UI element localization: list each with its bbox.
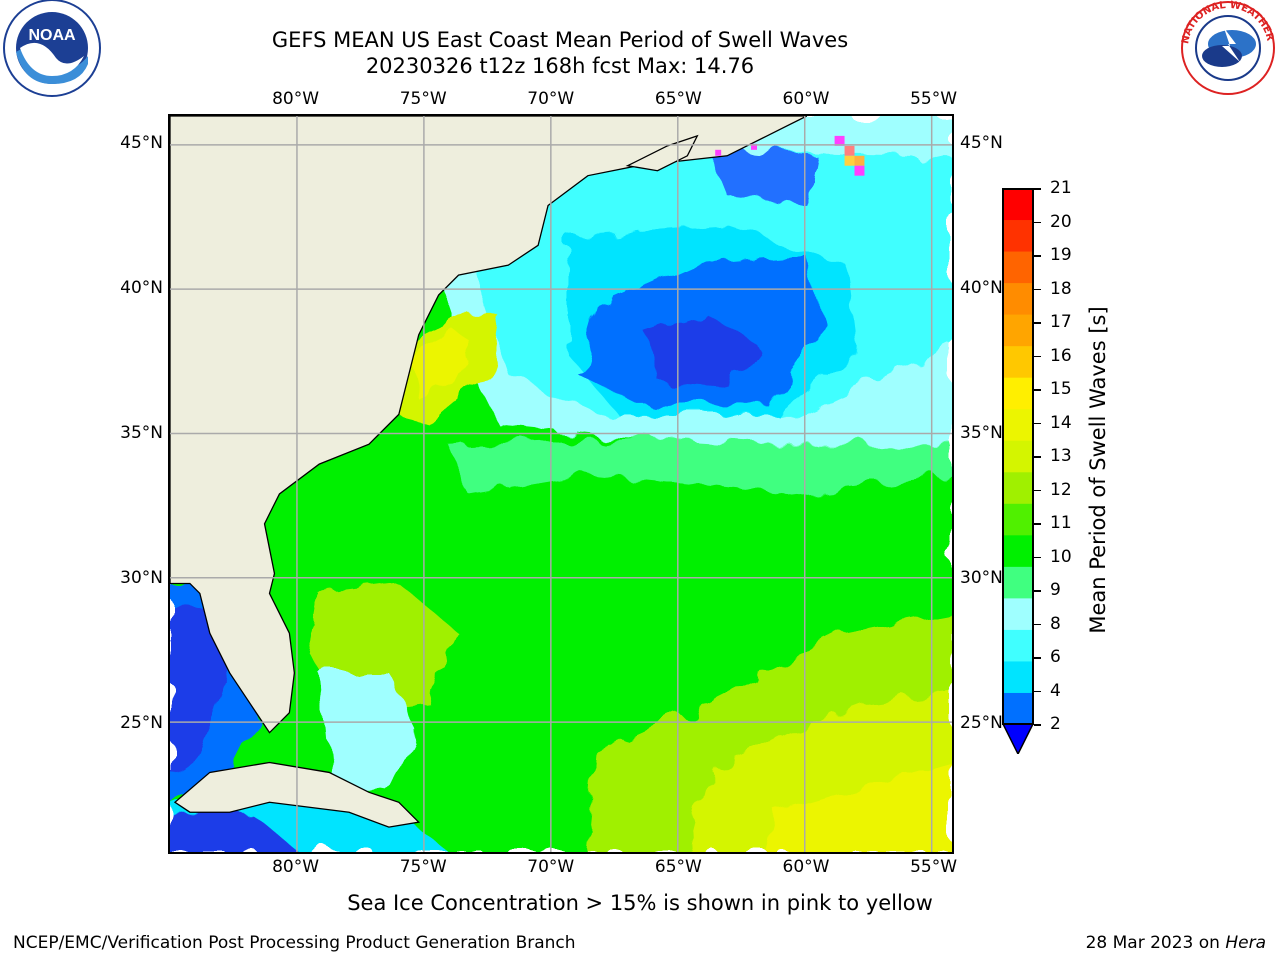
- colorbar-tick-mark: [1034, 422, 1041, 424]
- colorbar-tick-label: 4: [1050, 680, 1061, 701]
- colorbar-tick-label: 14: [1050, 412, 1072, 433]
- nws-logo: NATIONAL WEATHER SERVICE: [1176, 0, 1276, 95]
- colorbar-tick-label: 12: [1050, 479, 1072, 500]
- colorbar-tick-mark: [1034, 355, 1041, 357]
- lat-tick-label-left: 35°N: [120, 423, 163, 444]
- colorbar-tick-mark: [1034, 590, 1041, 592]
- colorbar-tick-label: 11: [1050, 513, 1072, 533]
- contour-under-core: [647, 314, 757, 385]
- lat-tick-label-right: 45°N: [960, 133, 1003, 154]
- colorbar-tick-label: 13: [1050, 446, 1072, 466]
- colorbar-tick-mark: [1034, 523, 1041, 525]
- map-panel: [168, 114, 954, 854]
- lat-tick-label-right: 25°N: [960, 713, 1003, 734]
- colorbar-band: [1003, 503, 1033, 536]
- colorbar-band: [1003, 251, 1033, 284]
- colorbar-tick-label: 17: [1050, 312, 1072, 332]
- sea-ice-overlay: [715, 135, 865, 176]
- colorbar-tick-mark: [1034, 489, 1041, 491]
- colorbar-label-text: Mean Period of Swell Waves [s]: [1086, 306, 1110, 634]
- run-date-text: 28 Mar 2023 on Hera: [1086, 933, 1266, 953]
- colorbar-band: [1003, 219, 1033, 252]
- credit-text: NCEP/EMC/Verification Post Processing Pr…: [13, 933, 576, 953]
- colorbar-tick-mark: [1034, 255, 1041, 257]
- lat-tick-label-left: 30°N: [120, 568, 163, 589]
- colorbar-tick-mark: [1034, 690, 1041, 692]
- run-host: Hera: [1225, 933, 1266, 953]
- north-america-landmass: [170, 116, 808, 734]
- colorbar-band: [1003, 314, 1033, 347]
- colorbar-tick-label: 18: [1050, 278, 1072, 299]
- lat-tick-label-left: 45°N: [120, 133, 163, 154]
- lon-tick-label-bottom: 55°W: [910, 857, 958, 877]
- noaa-logo-text: NOAA: [28, 27, 76, 44]
- colorbar-tick-mark: [1034, 657, 1041, 659]
- lon-tick-label-bottom: 70°W: [527, 857, 575, 877]
- lat-tick-label-left: 40°N: [120, 278, 163, 299]
- colorbar-band: [1003, 440, 1033, 473]
- colorbar-tick-label: 21: [1050, 178, 1072, 198]
- colorbar-tick-label: 15: [1050, 379, 1072, 399]
- colorbar-band: [1003, 534, 1033, 567]
- colorbar-tick-label: 8: [1050, 613, 1061, 634]
- contour-caribbean-low: [170, 812, 300, 852]
- colorbar-tick-mark: [1034, 188, 1041, 190]
- lat-tick-label-right: 40°N: [960, 278, 1003, 299]
- colorbar-tick-mark: [1034, 724, 1041, 726]
- colorbar-band: [1003, 377, 1033, 410]
- contour-14s-carolina: [408, 329, 474, 400]
- colorbar-band: [1003, 629, 1033, 662]
- contour-gulf-core: [170, 603, 230, 773]
- lon-tick-label-bottom: 75°W: [399, 857, 447, 877]
- noaa-logo: NOAA: [3, 0, 101, 97]
- lat-tick-label-right: 35°N: [960, 423, 1003, 444]
- colorbar-band: [1003, 282, 1033, 315]
- lon-tick-label-bottom: 60°W: [782, 857, 830, 877]
- lon-tick-label-bottom: 80°W: [272, 857, 320, 877]
- contour-bahamas: [319, 672, 419, 793]
- sea-ice-note: Sea Ice Concentration > 15% is shown in …: [347, 891, 933, 915]
- run-date-value: 28 Mar 2023 on: [1085, 933, 1220, 953]
- graticule: [170, 116, 952, 852]
- chart-subtitle: 20230326 t12z 168h fcst Max: 14.76: [365, 54, 755, 78]
- colorbar-band: [1003, 597, 1033, 630]
- colorbar-band: [1003, 471, 1033, 504]
- colorbar-band: [1003, 345, 1033, 378]
- colorbar-tick-mark: [1034, 322, 1041, 324]
- colorbar-band: [1003, 660, 1033, 693]
- lon-tick-label-top: 65°W: [654, 89, 702, 109]
- colorbar-band: [1003, 408, 1033, 441]
- colorbar-band: [1003, 692, 1033, 725]
- lon-tick-label-top: 75°W: [399, 89, 447, 109]
- lat-tick-label-left: 25°N: [120, 713, 163, 734]
- map-canvas: [170, 116, 952, 852]
- colorbar-tick-mark: [1034, 288, 1041, 290]
- chart-title: GEFS MEAN US East Coast Mean Period of S…: [271, 28, 849, 52]
- lon-tick-label-top: 55°W: [910, 89, 958, 109]
- colorbar-tick-label: 16: [1050, 345, 1072, 366]
- colorbar-tick-mark: [1034, 221, 1041, 223]
- colorbar: [1002, 188, 1034, 754]
- colorbar-tick-label: 10: [1050, 546, 1072, 567]
- lon-tick-label-top: 70°W: [527, 89, 575, 109]
- contour-14s-southeast: [766, 762, 952, 852]
- lon-tick-label-bottom: 65°W: [654, 857, 702, 877]
- colorbar-frame: [1002, 188, 1034, 725]
- lon-tick-label-top: 80°W: [272, 89, 320, 109]
- colorbar-tick-mark: [1034, 623, 1041, 625]
- lon-tick-label-top: 60°W: [782, 89, 830, 109]
- colorbar-band: [1003, 188, 1033, 221]
- colorbar-extend-min: [1002, 723, 1034, 754]
- colorbar-tick-mark: [1034, 556, 1041, 558]
- colorbar-tick-label: 6: [1050, 647, 1061, 667]
- lat-tick-label-right: 30°N: [960, 568, 1003, 589]
- contour-4s-northeast: [707, 145, 817, 206]
- colorbar-band: [1003, 566, 1033, 599]
- colorbar-tick-mark: [1034, 456, 1041, 458]
- colorbar-tick-label: 9: [1050, 580, 1061, 600]
- colorbar-tick-label: 19: [1050, 245, 1072, 265]
- colorbar-tick-label: 20: [1050, 211, 1072, 232]
- colorbar-tick-mark: [1034, 389, 1041, 391]
- colorbar-tick-label: 2: [1050, 714, 1061, 734]
